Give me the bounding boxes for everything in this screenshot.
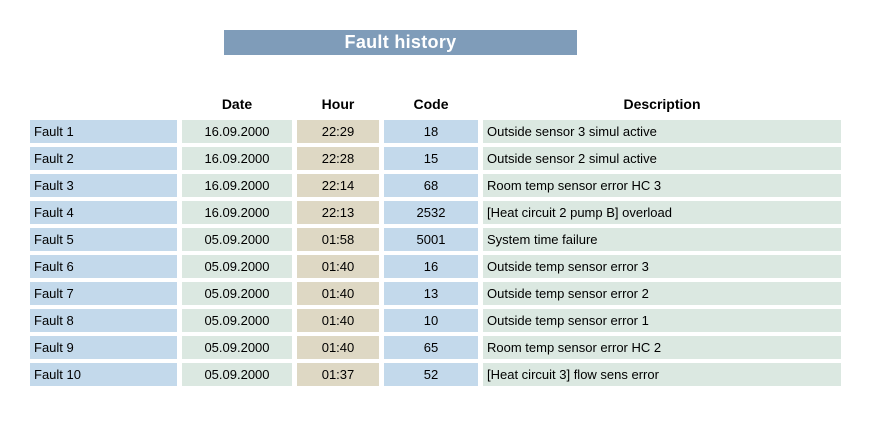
fault-code-cell: 5001: [384, 228, 478, 251]
fault-label-cell: Fault 9: [30, 336, 177, 359]
fault-description-cell: Outside temp sensor error 3: [483, 255, 841, 278]
fault-date-cell: 05.09.2000: [182, 363, 292, 386]
fault-code-cell: 52: [384, 363, 478, 386]
fault-date-cell: 05.09.2000: [182, 336, 292, 359]
fault-hour-cell: 01:40: [297, 336, 379, 359]
fault-code-cell: 16: [384, 255, 478, 278]
fault-code-cell: 10: [384, 309, 478, 332]
fault-hour-cell: 22:29: [297, 120, 379, 143]
column-header-fault: [30, 93, 177, 115]
fault-code-cell: 13: [384, 282, 478, 305]
fault-description-cell: Outside sensor 2 simul active: [483, 147, 841, 170]
fault-code-cell: 18: [384, 120, 478, 143]
fault-label-cell: Fault 7: [30, 282, 177, 305]
page-title: Fault history: [344, 32, 457, 52]
fault-label-cell: Fault 3: [30, 174, 177, 197]
fault-code-cell: 68: [384, 174, 478, 197]
fault-label-cell: Fault 8: [30, 309, 177, 332]
fault-description-cell: System time failure: [483, 228, 841, 251]
page-title-banner: Fault history: [224, 30, 577, 55]
fault-date-cell: 05.09.2000: [182, 228, 292, 251]
fault-description-cell: Outside temp sensor error 2: [483, 282, 841, 305]
column-header-hour: Hour: [321, 96, 355, 112]
fault-description-cell: Outside sensor 3 simul active: [483, 120, 841, 143]
fault-code-cell: 15: [384, 147, 478, 170]
fault-label-cell: Fault 4: [30, 201, 177, 224]
fault-hour-cell: 01:40: [297, 309, 379, 332]
fault-description-cell: Room temp sensor error HC 3: [483, 174, 841, 197]
column-header-description: Description: [623, 96, 701, 112]
fault-code-cell: 65: [384, 336, 478, 359]
fault-description-cell: [Heat circuit 3] flow sens error: [483, 363, 841, 386]
fault-date-cell: 16.09.2000: [182, 120, 292, 143]
fault-label-cell: Fault 1: [30, 120, 177, 143]
fault-hour-cell: 01:58: [297, 228, 379, 251]
fault-description-cell: Room temp sensor error HC 2: [483, 336, 841, 359]
fault-label-cell: Fault 10: [30, 363, 177, 386]
fault-hour-cell: 01:37: [297, 363, 379, 386]
fault-description-cell: [Heat circuit 2 pump B] overload: [483, 201, 841, 224]
fault-date-cell: 05.09.2000: [182, 255, 292, 278]
fault-date-cell: 16.09.2000: [182, 147, 292, 170]
column-header-date: Date: [221, 96, 253, 112]
column-header-code: Code: [413, 96, 449, 112]
fault-hour-cell: 01:40: [297, 255, 379, 278]
fault-hour-cell: 22:13: [297, 201, 379, 224]
fault-description-cell: Outside temp sensor error 1: [483, 309, 841, 332]
fault-label-cell: Fault 6: [30, 255, 177, 278]
fault-hour-cell: 01:40: [297, 282, 379, 305]
fault-hour-cell: 22:28: [297, 147, 379, 170]
fault-code-cell: 2532: [384, 201, 478, 224]
fault-date-cell: 16.09.2000: [182, 201, 292, 224]
fault-hour-cell: 22:14: [297, 174, 379, 197]
fault-date-cell: 16.09.2000: [182, 174, 292, 197]
fault-label-cell: Fault 2: [30, 147, 177, 170]
fault-date-cell: 05.09.2000: [182, 309, 292, 332]
fault-label-cell: Fault 5: [30, 228, 177, 251]
fault-history-table: Date Hour Code Description Fault 1 16.09.…: [30, 93, 841, 386]
fault-date-cell: 05.09.2000: [182, 282, 292, 305]
